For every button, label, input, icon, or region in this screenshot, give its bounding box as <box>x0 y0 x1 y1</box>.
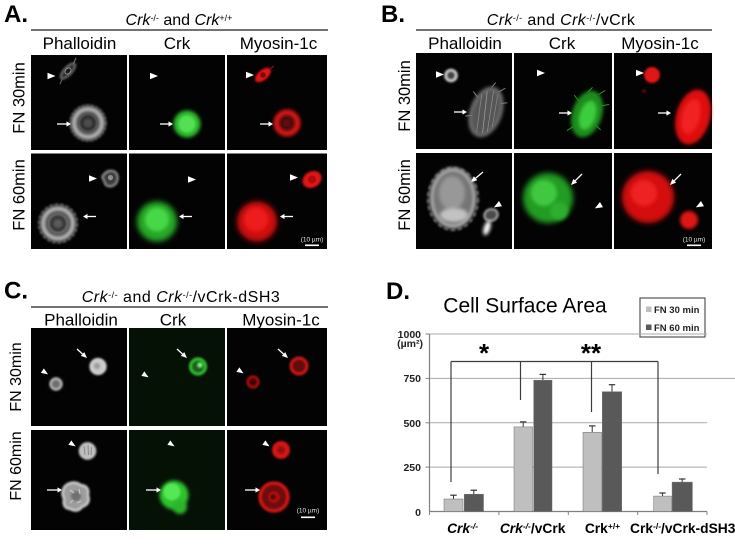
svg-text:Crk-/- and Crk+/+: Crk-/- and Crk+/+ <box>126 12 233 29</box>
svg-text:FN 60min: FN 60min <box>8 431 25 500</box>
svg-text:FN 60min: FN 60min <box>396 159 414 231</box>
svg-text:Myosin-1c: Myosin-1c <box>242 311 320 330</box>
svg-text:Crk: Crk <box>160 311 187 330</box>
svg-text:250: 250 <box>403 462 421 474</box>
svg-text:Myosin-1c: Myosin-1c <box>240 34 318 53</box>
svg-text:FN 30 min: FN 30 min <box>654 305 700 316</box>
svg-text:Crk+/+: Crk+/+ <box>585 521 620 536</box>
svg-text:Crk-/-/vCrk: Crk-/-/vCrk <box>500 521 566 536</box>
svg-text:Crk-/- and Crk-/-/vCrk: Crk-/- and Crk-/-/vCrk <box>487 12 636 29</box>
svg-text:Crk-/-/vCrk-dSH3: Crk-/-/vCrk-dSH3 <box>630 521 735 536</box>
svg-text:Myosin-1c: Myosin-1c <box>621 34 699 53</box>
svg-text:(µm²): (µm²) <box>397 338 423 350</box>
svg-text:500: 500 <box>403 418 421 430</box>
svg-text:1000: 1000 <box>398 329 422 341</box>
svg-text:Crk-/-: Crk-/- <box>447 521 478 536</box>
svg-text:Cell Surface Area: Cell Surface Area <box>443 295 607 318</box>
svg-text:*: * <box>479 338 490 368</box>
svg-text:C.: C. <box>4 278 28 305</box>
svg-text:Crk: Crk <box>549 34 576 53</box>
svg-text:B.: B. <box>381 1 405 28</box>
svg-text:FN 60 min: FN 60 min <box>654 323 700 334</box>
svg-text:D.: D. <box>386 278 410 305</box>
svg-text:FN 30min: FN 30min <box>8 342 25 411</box>
svg-text:Crk: Crk <box>164 34 191 53</box>
svg-text:750: 750 <box>403 373 421 385</box>
svg-text:FN 60min: FN 60min <box>11 159 29 231</box>
svg-text:Crk-/- and Crk-/-/vCrk-dSH3: Crk-/- and Crk-/-/vCrk-dSH3 <box>82 289 281 306</box>
svg-text:A.: A. <box>4 1 28 28</box>
svg-text:(10 µm): (10 µm) <box>683 237 706 244</box>
svg-text:FN 30min: FN 30min <box>396 60 414 132</box>
svg-text:(10 µm): (10 µm) <box>301 237 324 244</box>
svg-text:0: 0 <box>415 507 421 519</box>
svg-text:Phalloidin: Phalloidin <box>43 34 117 53</box>
svg-text:Phalloidin: Phalloidin <box>428 34 502 53</box>
svg-text:Phalloidin: Phalloidin <box>44 311 118 330</box>
svg-text:FN 30min: FN 30min <box>11 62 29 134</box>
svg-text:**: ** <box>581 338 602 368</box>
svg-text:(10 µm): (10 µm) <box>297 508 320 515</box>
